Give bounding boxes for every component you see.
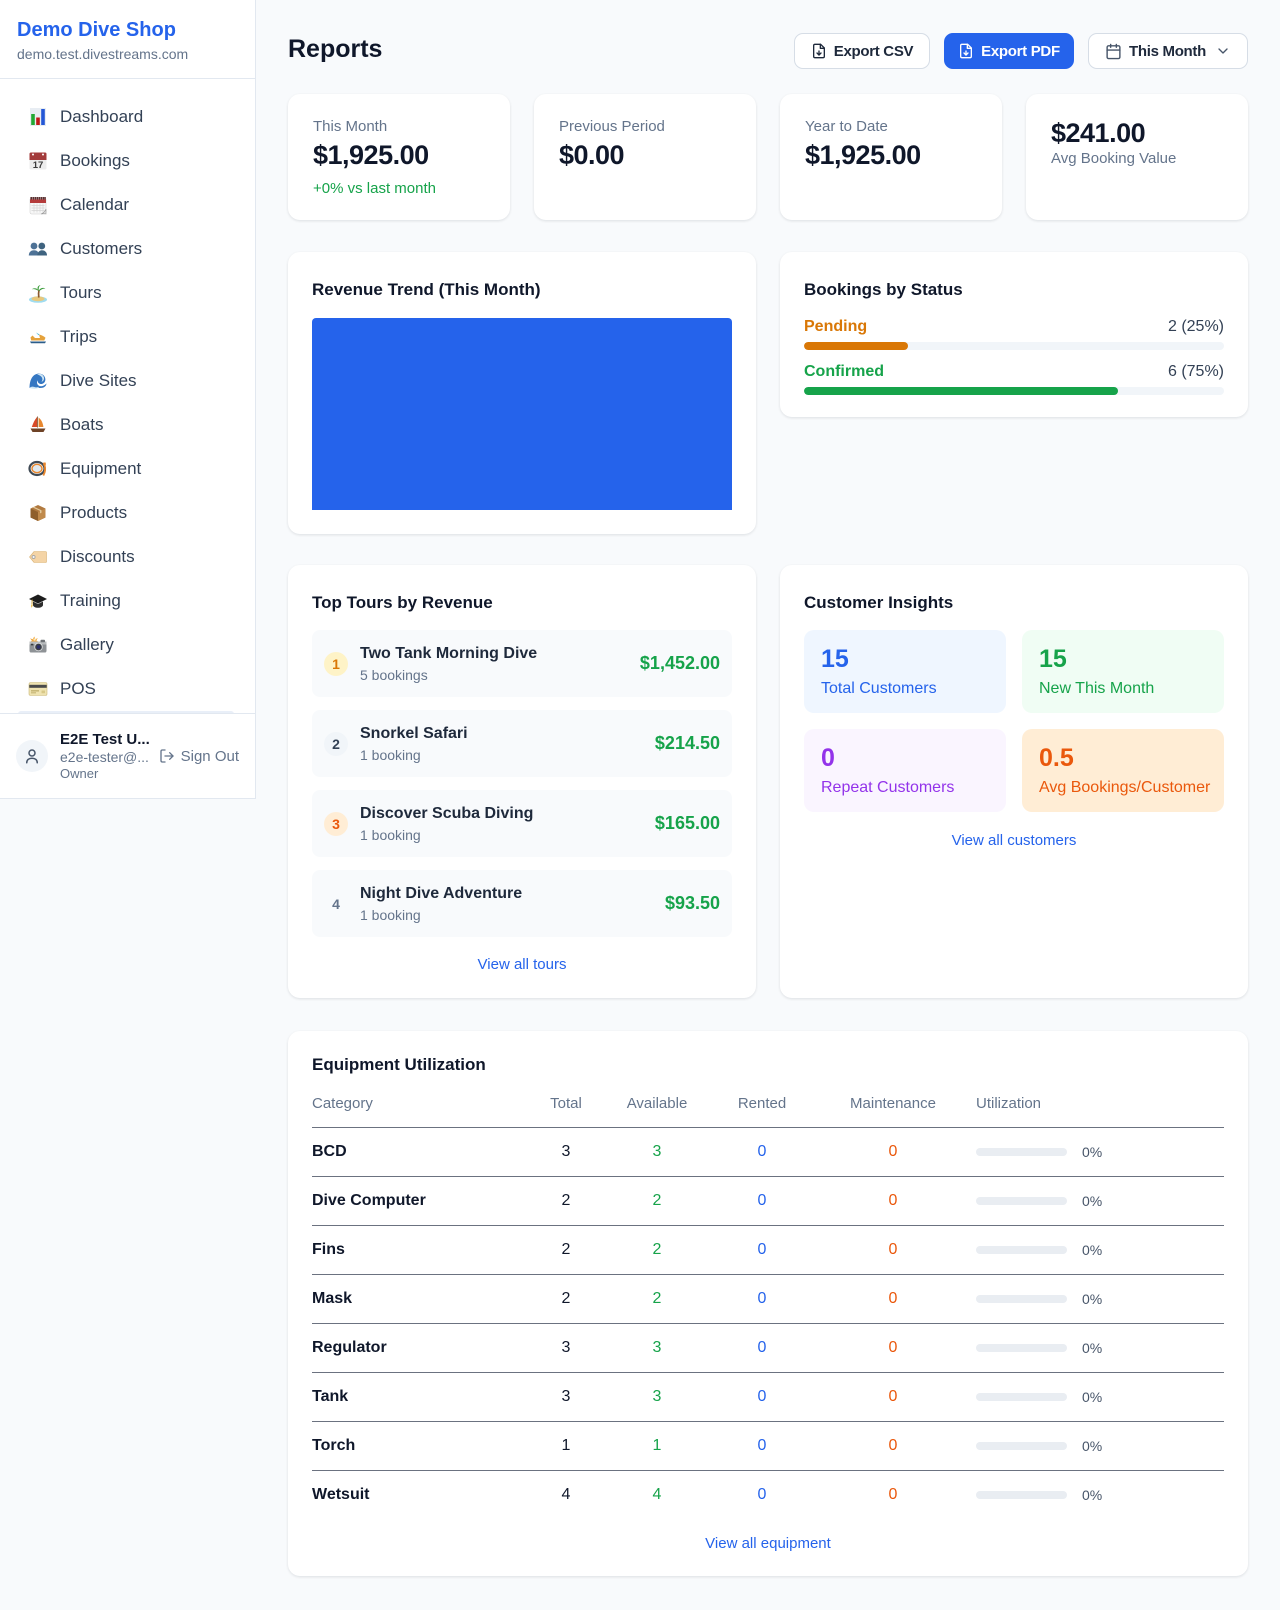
- svg-text:17: 17: [33, 160, 44, 171]
